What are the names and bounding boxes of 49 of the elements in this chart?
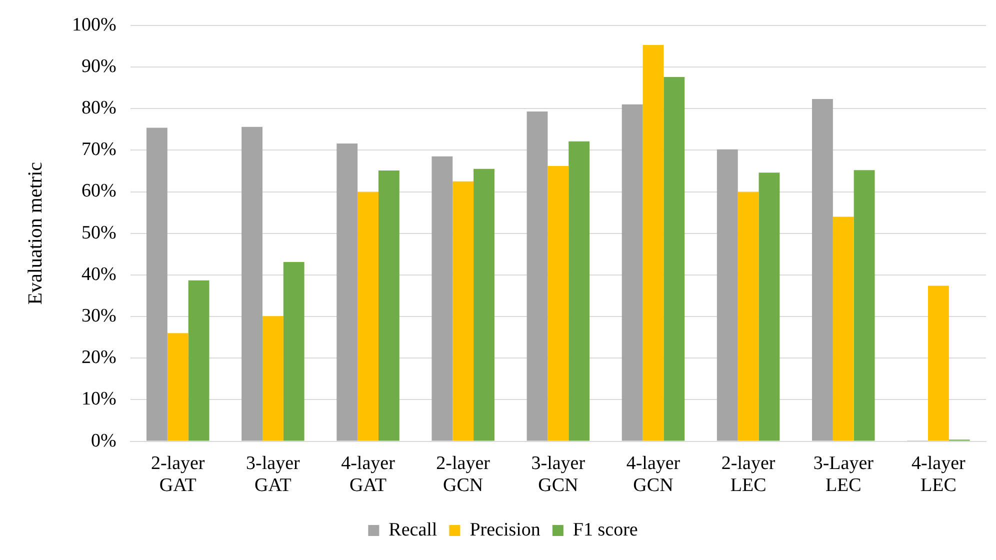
y-tick-label: 80% <box>82 98 116 119</box>
legend-label: Precision <box>470 519 541 540</box>
bar <box>452 181 474 441</box>
y-tick-label: 30% <box>82 306 116 327</box>
y-tick-label: 100% <box>72 14 116 36</box>
bar <box>622 104 643 441</box>
x-tick-label: 2-layer GCN <box>436 453 491 496</box>
y-tick-label: 50% <box>82 222 116 244</box>
y-tick-label: 90% <box>82 56 116 77</box>
legend-label: F1 score <box>572 519 638 540</box>
bar <box>642 44 664 441</box>
x-tick-label: 4-layer GCN <box>626 453 681 496</box>
bar <box>928 286 949 441</box>
bar <box>358 192 378 441</box>
bar <box>432 156 453 441</box>
bar <box>738 192 759 441</box>
bar <box>568 141 590 441</box>
x-tick-label: 2-layer GAT <box>150 453 206 496</box>
bar <box>832 216 854 441</box>
x-tick-label: 3-Layer LEC <box>813 453 874 496</box>
bar <box>526 111 548 441</box>
y-tick-label: 0% <box>91 430 116 452</box>
bar <box>664 76 685 441</box>
x-tick-label: 3-layer GCN <box>531 453 586 496</box>
x-tick-label: 3-layer GAT <box>246 453 301 496</box>
bar <box>262 316 284 441</box>
y-tick-label: 10% <box>82 388 116 410</box>
bar <box>812 99 833 441</box>
x-tick-label: 4-layer LEC <box>912 453 966 496</box>
bar <box>146 128 168 441</box>
bar <box>188 280 210 441</box>
bar <box>548 166 569 441</box>
x-tick-label: 2-layer LEC <box>721 453 776 496</box>
y-axis-title: Evaluation metric <box>24 162 46 305</box>
bar <box>336 144 358 441</box>
bar <box>167 333 188 441</box>
bar <box>378 170 400 441</box>
y-tick-label: 40% <box>82 264 116 285</box>
y-tick-label: 20% <box>82 347 116 368</box>
bar <box>283 262 304 441</box>
legend-label: Recall <box>388 519 438 540</box>
bar <box>854 170 875 441</box>
y-tick-label: 60% <box>82 180 116 202</box>
x-tick-label: 4-layer GAT <box>341 453 396 496</box>
bar <box>474 168 494 441</box>
bar <box>242 126 262 441</box>
bar <box>758 172 780 441</box>
bar <box>716 149 738 441</box>
y-tick-label: 70% <box>82 139 116 160</box>
